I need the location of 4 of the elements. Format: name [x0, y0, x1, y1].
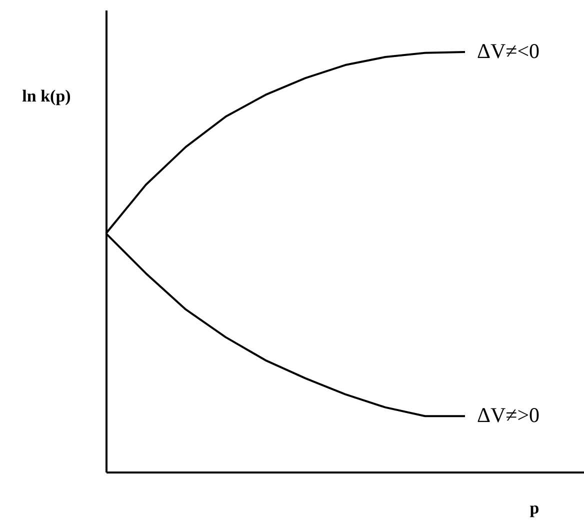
- x-axis-title: p: [530, 498, 540, 518]
- series-label: ΔV≠>0: [477, 403, 540, 428]
- series-label: ΔV≠<0: [477, 39, 540, 63]
- y-axis-title: ln k(p): [22, 86, 71, 106]
